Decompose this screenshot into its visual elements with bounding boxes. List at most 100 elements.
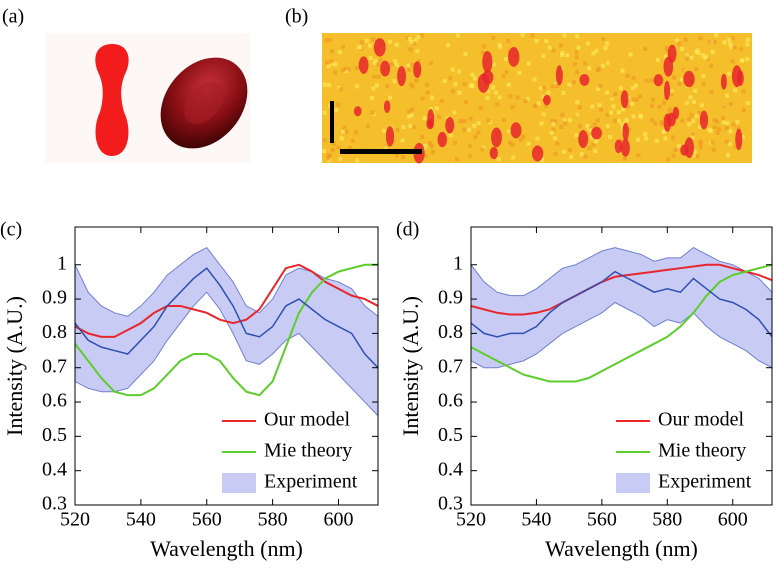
speckle xyxy=(454,157,459,162)
speckle xyxy=(486,118,491,123)
speckle xyxy=(717,127,722,132)
speckle xyxy=(724,93,729,98)
speckle xyxy=(619,138,624,143)
speckle xyxy=(694,114,699,119)
speckle xyxy=(731,122,736,127)
cell-side-view xyxy=(95,44,129,156)
x-tick-label: 600 xyxy=(718,509,748,531)
speckle xyxy=(538,86,543,91)
speckle xyxy=(521,134,526,139)
speckle xyxy=(327,153,332,158)
speckle xyxy=(330,148,335,153)
speckle xyxy=(698,141,703,146)
particle xyxy=(353,106,362,117)
speckle xyxy=(650,103,655,108)
speckle xyxy=(407,67,412,72)
speckle xyxy=(453,140,458,145)
speckle xyxy=(657,104,662,109)
particle xyxy=(735,128,743,151)
speckle xyxy=(733,88,738,93)
speckle xyxy=(692,88,697,93)
speckle xyxy=(746,101,751,106)
speckle xyxy=(588,128,593,133)
speckle xyxy=(535,136,540,141)
legend-label: Our model xyxy=(658,409,745,431)
speckle xyxy=(472,76,477,81)
speckle xyxy=(428,141,433,146)
scale-bar xyxy=(340,149,422,154)
particle xyxy=(380,60,391,77)
speckle xyxy=(649,78,654,83)
speckle xyxy=(540,157,545,162)
y-axis-label: Intensity (A.U.) xyxy=(2,296,27,436)
speckle xyxy=(549,130,554,135)
speckle xyxy=(333,62,338,67)
speckle xyxy=(344,129,349,134)
speckle xyxy=(481,50,486,55)
speckle xyxy=(625,104,630,109)
speckle xyxy=(322,110,327,115)
speckle xyxy=(458,118,463,123)
speckle xyxy=(472,123,477,128)
speckle xyxy=(712,125,717,130)
speckle xyxy=(745,57,750,62)
speckle xyxy=(624,117,629,122)
y-tick-label: 0.5 xyxy=(438,424,463,446)
speckle xyxy=(667,107,672,112)
speckle xyxy=(574,50,579,55)
speckle xyxy=(504,70,509,75)
speckle xyxy=(395,63,400,68)
speckle xyxy=(698,145,703,150)
speckle xyxy=(575,100,580,105)
speckle xyxy=(628,52,633,57)
speckle xyxy=(583,154,588,159)
speckle xyxy=(605,124,610,129)
speckle xyxy=(613,91,618,96)
speckle xyxy=(732,45,737,50)
series-line xyxy=(75,263,378,397)
speckle xyxy=(700,53,705,58)
speckle xyxy=(354,66,359,71)
speckle xyxy=(594,48,599,53)
speckle xyxy=(451,89,456,94)
speckle xyxy=(534,39,539,44)
speckle xyxy=(496,157,501,162)
speckle xyxy=(401,125,406,130)
speckle xyxy=(395,128,400,133)
particle xyxy=(622,122,629,142)
particle xyxy=(358,56,369,74)
speckle xyxy=(730,36,735,41)
speckle xyxy=(328,38,333,43)
speckle xyxy=(510,142,515,147)
speckle xyxy=(605,60,610,65)
speckle xyxy=(530,33,535,38)
speckle xyxy=(368,43,373,48)
speckle xyxy=(370,110,375,115)
speckle xyxy=(511,155,516,160)
speckle xyxy=(468,144,473,149)
speckle xyxy=(389,62,394,67)
speckle xyxy=(407,109,412,114)
speckle xyxy=(542,85,547,90)
speckle xyxy=(736,126,741,131)
speckle xyxy=(669,91,674,96)
speckle xyxy=(501,74,506,79)
speckle xyxy=(725,121,730,126)
speckle xyxy=(745,37,750,42)
error-band xyxy=(75,246,378,417)
y-tick-label: 0.5 xyxy=(42,424,67,446)
speckle xyxy=(635,137,640,142)
speckle xyxy=(724,139,729,144)
particle xyxy=(620,139,630,157)
speckle xyxy=(579,152,584,157)
speckle xyxy=(520,33,525,38)
speckle xyxy=(683,37,688,42)
speckle xyxy=(372,75,377,80)
speckle xyxy=(502,117,507,122)
x-tick-label: 560 xyxy=(587,509,617,531)
legend-label: Experiment xyxy=(264,471,358,493)
speckle xyxy=(595,118,600,123)
speckle xyxy=(541,112,546,117)
speckle xyxy=(420,134,425,139)
